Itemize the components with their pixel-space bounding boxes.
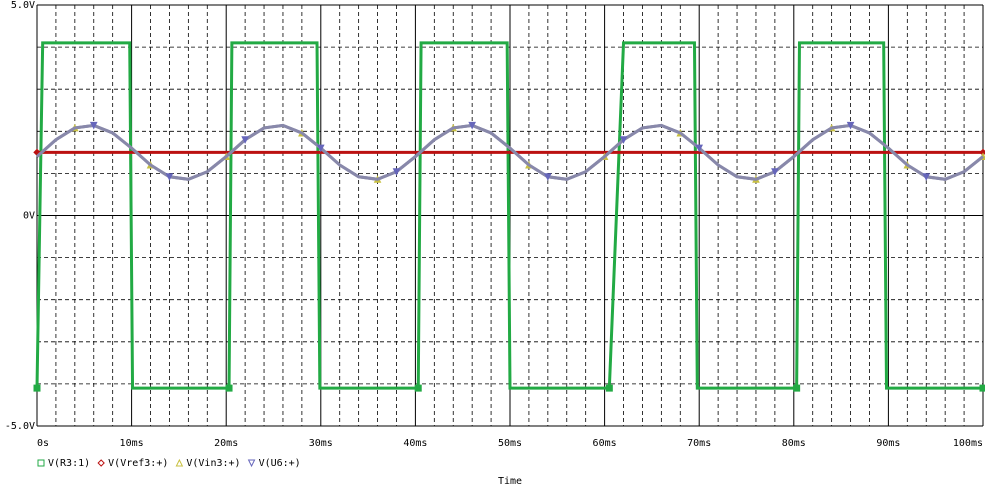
x-tick-label: 90ms <box>876 438 900 449</box>
x-tick-label: 100ms <box>953 438 983 449</box>
data-marker <box>165 173 174 181</box>
legend-marker <box>97 459 105 467</box>
data-marker <box>793 384 801 392</box>
series-line <box>36 123 984 181</box>
legend-marker <box>247 459 256 468</box>
legend-label: V(Vin3:+) <box>186 458 240 469</box>
x-tick-label: 40ms <box>403 438 427 449</box>
data-marker <box>468 121 476 130</box>
data-marker <box>316 144 325 153</box>
data-marker <box>771 168 779 176</box>
legend-label: V(U6:+) <box>259 458 301 469</box>
data-marker <box>241 136 249 144</box>
x-tick-label: 0s <box>37 438 49 449</box>
series-line <box>35 41 983 390</box>
data-marker <box>605 384 613 392</box>
data-marker <box>979 384 985 392</box>
data-marker <box>695 144 704 153</box>
data-marker <box>846 121 855 130</box>
x-tick-label: 60ms <box>593 438 617 449</box>
y-tick-label: 5.0V <box>11 0 35 11</box>
legend-marker <box>37 459 45 467</box>
x-tick-label: 50ms <box>498 438 522 449</box>
data-marker <box>414 384 422 392</box>
data-marker <box>89 121 98 130</box>
y-tick-label: -5.0V <box>5 421 35 432</box>
y-tick-label: 0V <box>23 211 35 222</box>
legend-label: V(Vref3:+) <box>108 458 168 469</box>
data-marker <box>544 173 552 181</box>
data-marker <box>392 168 401 176</box>
x-tick-label: 10ms <box>120 438 144 449</box>
x-tick-label: 30ms <box>309 438 333 449</box>
x-axis-label: Time <box>498 476 522 487</box>
x-tick-label: 80ms <box>782 438 806 449</box>
data-marker <box>619 136 628 144</box>
x-tick-label: 70ms <box>687 438 711 449</box>
data-marker <box>225 384 233 392</box>
legend-label: V(R3:1) <box>48 458 90 469</box>
legend-marker <box>175 458 184 467</box>
data-marker <box>33 384 41 392</box>
data-marker <box>922 173 931 181</box>
x-tick-label: 20ms <box>214 438 238 449</box>
